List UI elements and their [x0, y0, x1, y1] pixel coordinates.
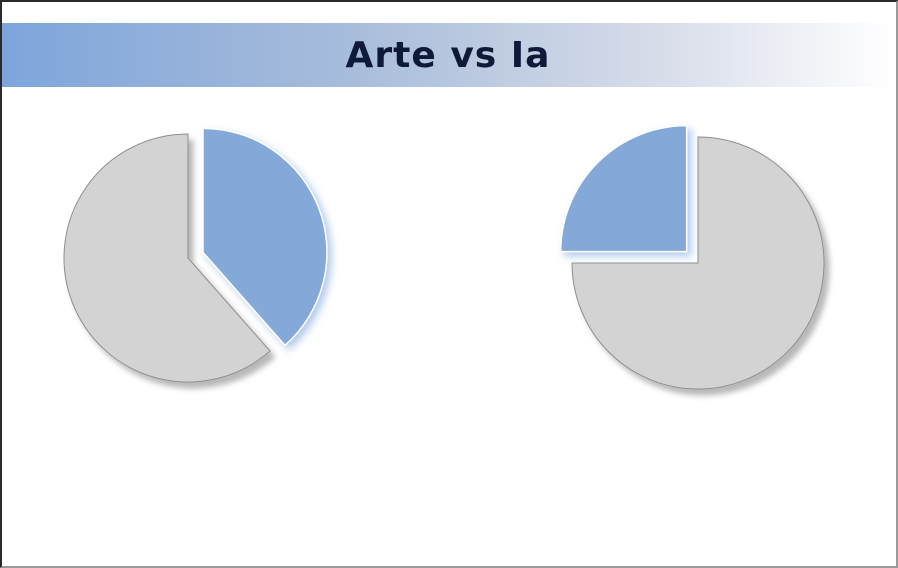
- pie-chart-1: [63, 127, 328, 383]
- pie-slice-highlight: [559, 124, 688, 253]
- pie-chart-2: [559, 124, 825, 390]
- title-banner: Arte vs Ia: [2, 23, 894, 87]
- chart-title: Arte vs Ia: [345, 34, 551, 76]
- pie-slice-rest: [571, 136, 825, 390]
- pie-slice-highlight: [202, 127, 328, 347]
- pie-slice-rest: [63, 133, 271, 383]
